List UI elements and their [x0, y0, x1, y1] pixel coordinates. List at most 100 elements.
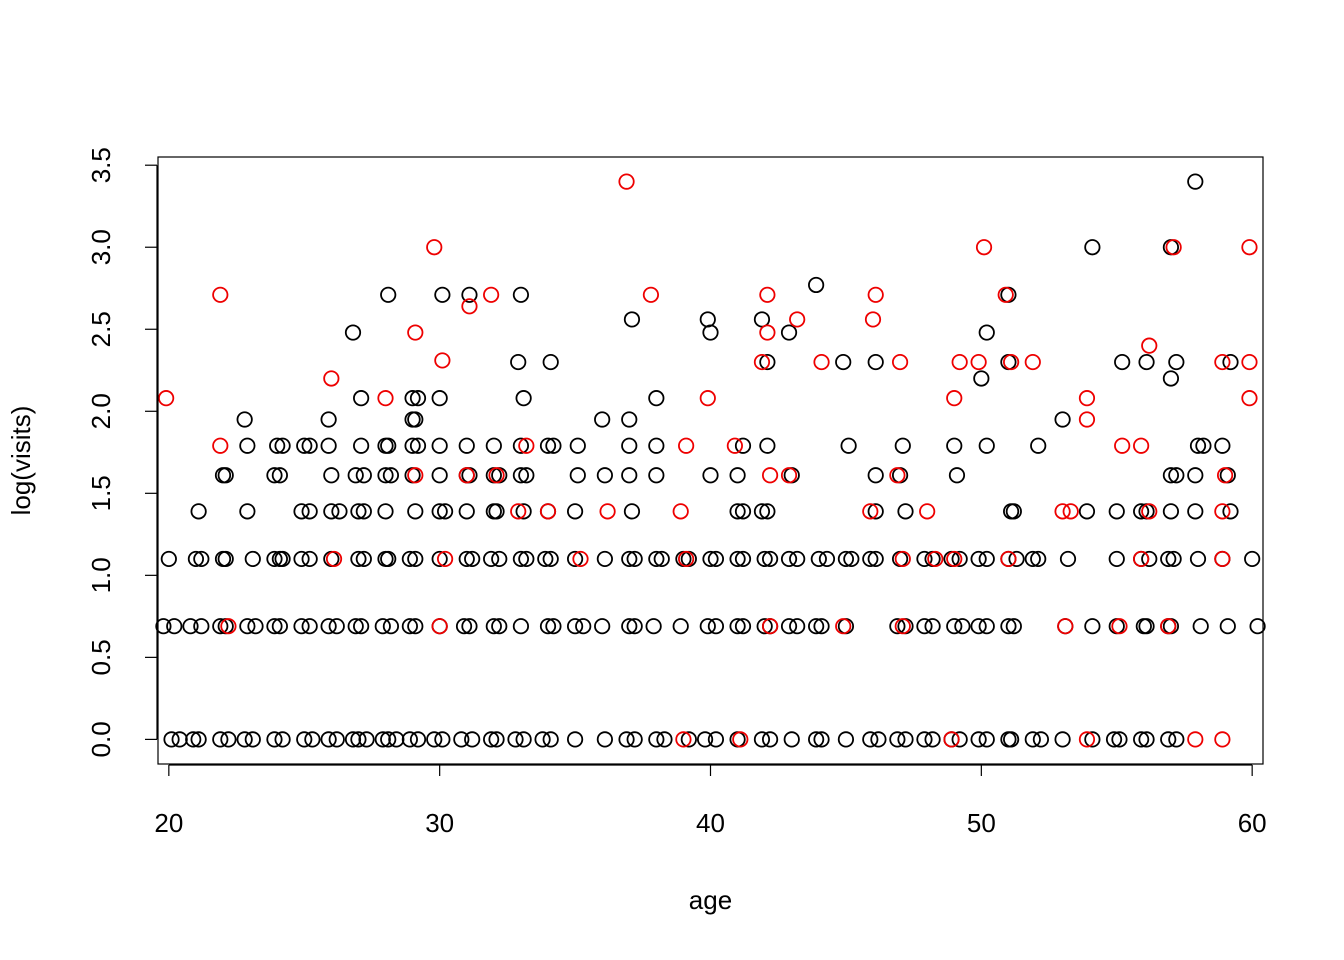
- data-point-black: [1000, 618, 1017, 635]
- data-point-black: [239, 437, 256, 454]
- data-point-black: [808, 276, 825, 294]
- data-point-black: [274, 731, 291, 748]
- data-point-black: [461, 286, 478, 303]
- data-point-black: [293, 618, 310, 635]
- data-point-red: [761, 467, 779, 484]
- data-point-black: [212, 731, 229, 748]
- data-point-black: [621, 618, 638, 635]
- data-point-black: [1114, 353, 1131, 371]
- data-point-black: [1138, 353, 1155, 371]
- data-point-black: [293, 503, 310, 520]
- data-point-black: [1162, 503, 1180, 520]
- data-point-red: [946, 390, 963, 407]
- data-point-red: [732, 731, 749, 748]
- data-points: [155, 173, 1266, 748]
- data-point-black: [328, 731, 345, 748]
- data-point-black: [1054, 731, 1071, 748]
- data-point-red: [672, 503, 689, 520]
- data-point-black: [515, 503, 532, 520]
- data-point-red: [1216, 467, 1234, 484]
- data-point-red: [599, 503, 616, 520]
- data-point-black: [1059, 550, 1077, 568]
- data-point-black: [1160, 731, 1177, 748]
- data-point-black: [978, 324, 995, 341]
- data-point-black: [759, 353, 776, 371]
- data-point-red: [951, 353, 968, 371]
- data-point-black: [401, 731, 418, 748]
- data-point-red: [426, 239, 443, 256]
- data-point-red: [158, 390, 175, 407]
- data-point-black: [455, 618, 473, 635]
- data-point-black: [515, 731, 532, 748]
- data-point-red: [1057, 618, 1074, 635]
- data-point-black: [780, 324, 798, 341]
- data-point-red: [1214, 503, 1231, 520]
- data-point-black: [1133, 731, 1150, 748]
- data-point-black: [350, 503, 367, 520]
- data-point-black: [353, 618, 370, 635]
- data-point-black: [512, 437, 530, 454]
- data-point-black: [545, 437, 562, 454]
- data-point-black: [185, 731, 202, 748]
- data-point-black: [488, 731, 505, 748]
- data-point-black: [1244, 550, 1261, 568]
- data-point-black: [380, 731, 397, 748]
- data-point-black: [193, 618, 210, 635]
- data-point-black: [380, 286, 397, 303]
- data-point-black: [783, 731, 800, 748]
- axes: 20 30 40 50 60 0.0 0.5 1.0 1.5 2.0 2.5 3.0 3.5: [86, 147, 1267, 838]
- data-point-black: [596, 731, 613, 748]
- data-point-black: [837, 731, 855, 748]
- data-point-black: [409, 390, 427, 407]
- data-point-black: [483, 731, 500, 748]
- data-point-red: [919, 503, 936, 520]
- data-point-black: [190, 731, 207, 748]
- data-point-black: [729, 618, 746, 635]
- data-point-red: [1214, 731, 1231, 748]
- data-point-black: [431, 390, 448, 407]
- data-point-black: [166, 618, 183, 635]
- data-point-black: [458, 437, 475, 454]
- data-point-black: [244, 550, 261, 568]
- data-point-black: [623, 311, 641, 328]
- data-point-red: [488, 467, 505, 484]
- data-point-black: [212, 618, 229, 635]
- data-point-red: [761, 618, 779, 635]
- data-point-black: [973, 370, 990, 387]
- data-point-red: [220, 618, 237, 635]
- data-point-black: [924, 731, 941, 748]
- data-point-black: [1133, 503, 1150, 520]
- data-point-black: [512, 467, 530, 484]
- data-point-black: [1222, 503, 1239, 520]
- data-point-black: [163, 731, 180, 748]
- data-point-black: [1214, 437, 1231, 454]
- data-point-black: [304, 731, 321, 748]
- data-point-black: [388, 731, 405, 748]
- data-point-black: [702, 550, 719, 568]
- data-point-black: [699, 311, 716, 328]
- data-point-black: [1189, 550, 1207, 568]
- data-point-red: [1062, 503, 1079, 520]
- data-point-black: [1105, 731, 1123, 748]
- x-tick-label: 50: [967, 808, 996, 838]
- data-point-black: [761, 550, 779, 568]
- data-point-black: [946, 437, 963, 454]
- data-point-black: [594, 411, 611, 428]
- data-point-red: [891, 353, 909, 371]
- data-point-black: [862, 550, 879, 568]
- data-point-black: [355, 503, 372, 520]
- data-point-black: [382, 618, 400, 635]
- y-tick-label: 3.5: [86, 147, 116, 183]
- data-point-black: [301, 550, 318, 568]
- data-point-black: [734, 437, 752, 454]
- data-point-black: [897, 731, 914, 748]
- data-point-red: [1003, 353, 1020, 371]
- data-point-red: [1141, 503, 1158, 520]
- data-point-black: [1141, 550, 1158, 568]
- data-point-black: [1005, 503, 1022, 520]
- data-point-red: [539, 503, 557, 520]
- data-point-red: [726, 437, 743, 454]
- data-point-black: [951, 731, 968, 748]
- data-point-black: [380, 550, 397, 568]
- data-point-black: [734, 550, 752, 568]
